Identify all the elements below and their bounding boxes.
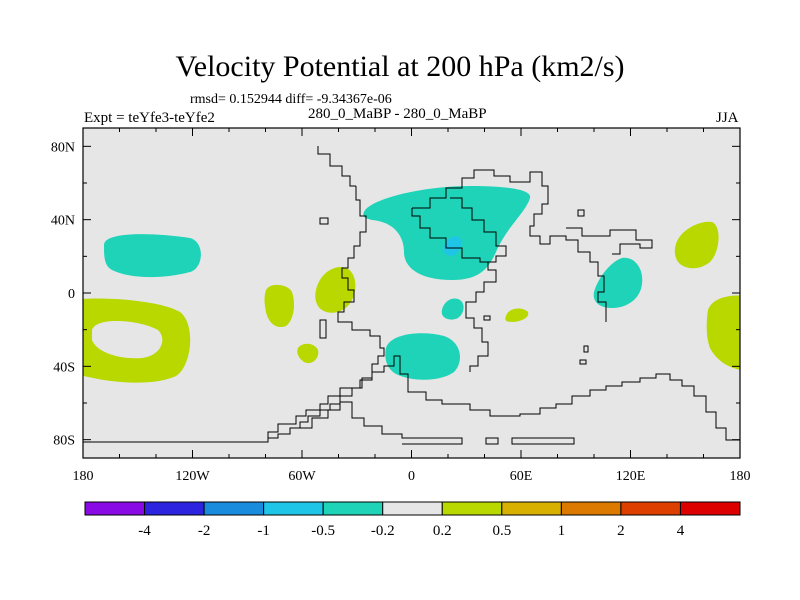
y-tick-label: 0 — [68, 287, 75, 302]
colorbar: -4 -2 -1 -0.5 -0.2 0.2 0.5 1 2 4 — [84, 501, 741, 539]
x-tick-label: 60E — [510, 469, 533, 484]
colorbar-label: -0.2 — [371, 523, 395, 539]
colorbar-box — [382, 501, 443, 516]
colorbar-box — [203, 501, 265, 516]
colorbar-box — [441, 501, 503, 516]
coast-antarctic-peninsula — [300, 401, 463, 445]
colorbar-box — [501, 501, 562, 516]
axis-ticks — [82, 128, 741, 458]
experiment-label: Expt = teYfe3-teYfe2 — [84, 110, 215, 126]
colorbar-box — [620, 501, 681, 516]
y-tick-label: 80N — [51, 140, 75, 155]
colorbar-box — [560, 501, 622, 516]
colorbar-box — [144, 501, 205, 516]
coast-eurasia — [412, 169, 607, 322]
region-east-pacific-pos-a — [264, 284, 294, 328]
colorbar-box — [322, 501, 384, 516]
region-s-america-pos — [297, 343, 319, 364]
coast-americas — [268, 186, 385, 439]
colorbar-label: 0.2 — [433, 523, 452, 539]
region-nw-pacific-pos — [674, 221, 719, 269]
region-s-pacific-pos — [83, 298, 191, 383]
colorbar-label: -0.5 — [311, 523, 335, 539]
y-tick-label: 40S — [53, 360, 75, 375]
region-central-asia-min — [443, 236, 462, 256]
axis-labels: 180 120W 60W 0 60E 120E 180 80N 40N 0 40S 80S — [51, 140, 751, 484]
colorbar-label: 4 — [677, 523, 685, 539]
coast-antarctica — [83, 355, 740, 443]
coast-islands — [319, 209, 589, 445]
colorbar-box — [84, 501, 146, 516]
coast-americas-west — [317, 146, 356, 187]
x-tick-label: 120E — [616, 469, 646, 484]
x-tick-label: 180 — [730, 469, 751, 484]
x-tick-label: 60W — [288, 469, 316, 484]
colorbar-label: 0.5 — [492, 523, 511, 539]
colorbar-label: -4 — [138, 523, 151, 539]
region-indian-ocean-pos — [505, 308, 529, 322]
period-label: 280_0_MaBP - 280_0_MaBP — [308, 106, 487, 122]
coast-eurasia-inner — [411, 197, 507, 263]
coastlines — [83, 146, 740, 445]
stats-label: rmsd= 0.152944 diff= -9.34367e-06 — [190, 92, 392, 107]
colorbar-box — [679, 501, 741, 516]
chart-title: Velocity Potential at 200 hPa (km2/s) — [175, 50, 625, 83]
x-tick-label: 180 — [73, 469, 94, 484]
region-west-pacific-neg — [593, 257, 643, 308]
x-tick-label: 120W — [175, 469, 210, 484]
x-tick-label: 0 — [408, 469, 415, 484]
coast-africa — [465, 261, 497, 372]
region-n-atlantic-asia-neg — [363, 186, 531, 280]
colorbar-label: -2 — [198, 523, 211, 539]
region-dateline-pos — [706, 295, 740, 370]
season-label: JJA — [716, 110, 739, 126]
coast-se-asia — [566, 227, 653, 255]
contour-fills — [83, 186, 740, 383]
plot-background — [83, 128, 740, 458]
region-africa-neg — [441, 298, 464, 320]
colorbar-label: 1 — [558, 523, 566, 539]
region-s-atlantic-neg — [385, 333, 460, 380]
y-tick-label: 40N — [51, 214, 75, 229]
colorbar-label: 2 — [617, 523, 625, 539]
colorbar-box — [263, 501, 324, 516]
colorbar-label: -1 — [257, 523, 270, 539]
region-n-pacific-neg — [104, 234, 201, 278]
y-tick-label: 80S — [53, 434, 75, 449]
